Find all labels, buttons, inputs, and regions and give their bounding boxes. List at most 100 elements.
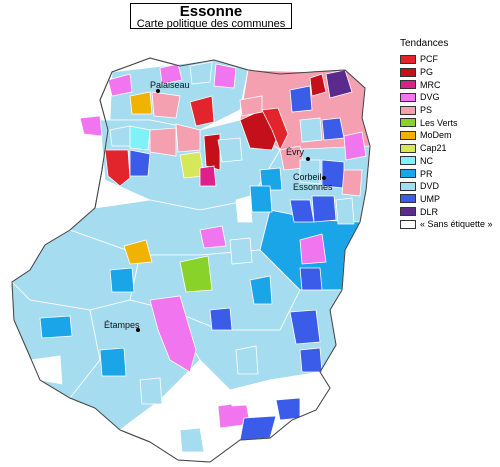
commune-area (261, 107, 289, 151)
map-title-box: Essonne Carte politique des communes (130, 3, 292, 30)
commune-area (235, 345, 259, 375)
legend-item: DVG (400, 91, 493, 104)
legend-items: PCF PG MRC DVG PS Les Verts MoDem Cap21 … (400, 53, 493, 231)
commune-area (335, 197, 355, 225)
commune-area (129, 125, 151, 151)
legend-label: Les Verts (420, 117, 458, 128)
legend-swatch (400, 92, 416, 102)
city-label-corbeil-line1: Corbeil- (293, 172, 325, 182)
commune-area (275, 397, 301, 421)
commune-area (159, 63, 183, 85)
legend-swatch (400, 118, 416, 128)
legend-item: PG (400, 66, 493, 79)
commune-area (249, 275, 273, 305)
commune-area (79, 115, 103, 137)
commune-area (235, 195, 253, 223)
commune-area (299, 347, 323, 373)
commune-area (289, 309, 321, 345)
legend-label: PR (420, 168, 433, 179)
legend-item: DVD (400, 180, 493, 193)
legend-label: DLR (420, 206, 439, 217)
legend: Tendances PCF PG MRC DVG PS Les Verts Mo… (400, 38, 493, 231)
city-dot-etampes (136, 328, 140, 332)
legend-item: « Sans étiquette » (400, 218, 493, 231)
commune-area (109, 125, 133, 147)
commune-area (129, 149, 151, 177)
commune-area (29, 355, 63, 385)
city-label-corbeil-line2: Essonnes (293, 182, 333, 192)
commune-area (299, 159, 321, 185)
legend-label: PG (420, 67, 434, 78)
commune-area (39, 315, 73, 339)
legend-swatch (400, 207, 416, 217)
commune-area (189, 95, 215, 127)
legend-title: Tendances (400, 38, 449, 49)
commune-area (229, 237, 253, 265)
legend-item: Cap21 (400, 142, 493, 155)
commune-area (239, 415, 277, 441)
commune-area (299, 117, 323, 143)
legend-label: DVG (420, 92, 440, 103)
legend-swatch (400, 54, 416, 64)
commune-area (104, 149, 131, 187)
city-label-corbeil-essonnes: Corbeil- Essonnes (293, 172, 333, 192)
commune-area (209, 307, 233, 331)
commune-area (259, 167, 283, 191)
commune-area (139, 377, 163, 405)
commune-area (299, 233, 327, 265)
city-dot-evry (306, 157, 310, 161)
legend-swatch (400, 143, 416, 153)
legend-item: DLR (400, 205, 493, 218)
map-title: Essonne (179, 3, 243, 20)
commune-area (189, 61, 213, 85)
commune-area (341, 169, 363, 197)
commune-area (179, 427, 205, 453)
commune-area (217, 137, 243, 163)
commune-area (149, 127, 177, 157)
commune-area (107, 73, 133, 97)
legend-label: MRC (420, 79, 441, 90)
city-label-etampes: Étampes (104, 320, 140, 330)
legend-item: PCF (400, 53, 493, 66)
legend-item: UMP (400, 193, 493, 206)
legend-label: NC (420, 155, 433, 166)
legend-item: PS (400, 104, 493, 117)
commune-area (325, 69, 353, 99)
legend-item: NC (400, 155, 493, 168)
city-label-palaiseau: Palaiseau (150, 80, 190, 90)
commune-area (309, 73, 327, 97)
commune-area (321, 117, 345, 141)
legend-item: MRC (400, 78, 493, 91)
commune-regions (11, 59, 371, 463)
legend-swatch (400, 80, 416, 90)
commune-area (289, 199, 315, 223)
commune-area (151, 91, 181, 119)
legend-swatch (400, 67, 416, 77)
commune-area (203, 133, 221, 171)
commune-area (149, 295, 197, 373)
legend-label: « Sans étiquette » (420, 219, 493, 230)
legend-swatch (400, 219, 416, 229)
commune-area (123, 239, 153, 265)
commune-area (239, 95, 263, 117)
commune-area (311, 195, 337, 223)
commune-area (199, 165, 217, 187)
legend-item: Les Verts (400, 116, 493, 129)
legend-swatch (400, 156, 416, 166)
department-border (11, 57, 371, 463)
essonne-map (11, 57, 371, 463)
map-subtitle: Carte politique des communes (136, 18, 286, 30)
legend-label: MoDem (420, 130, 452, 141)
commune-area (213, 63, 237, 89)
legend-item: MoDem (400, 129, 493, 142)
commune-area (175, 123, 201, 153)
commune-area (99, 347, 127, 377)
city-dot-corbeil-essonnes (322, 176, 326, 180)
legend-swatch (400, 130, 416, 140)
legend-label: Cap21 (420, 143, 447, 154)
commune-area (249, 185, 273, 213)
legend-label: PCF (420, 54, 438, 65)
legend-swatch (400, 105, 416, 115)
legend-swatch (400, 194, 416, 204)
legend-item: PR (400, 167, 493, 180)
